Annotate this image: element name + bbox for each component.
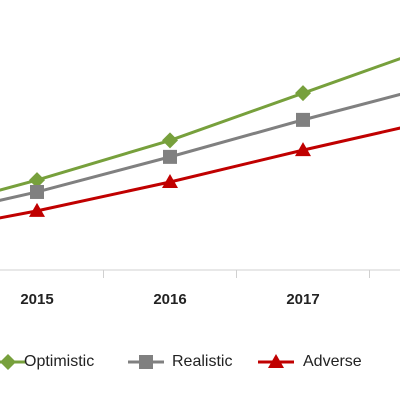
data-point (295, 142, 311, 157)
x-tick-label: 2016 (153, 291, 186, 308)
x-tick-label: 2015 (20, 291, 53, 308)
data-point (29, 202, 45, 217)
legend-label: Realistic (172, 353, 232, 370)
x-tick-label: 2017 (286, 291, 319, 308)
data-point (163, 149, 177, 164)
legend-marker (0, 354, 16, 370)
data-point (30, 184, 44, 199)
data-point (162, 173, 178, 188)
series-line (0, 126, 400, 220)
legend-marker (139, 355, 153, 369)
series-line (0, 92, 400, 202)
legend-label: Optimistic (24, 353, 94, 370)
series-line (0, 57, 400, 192)
data-point (162, 132, 178, 149)
data-point (29, 172, 45, 189)
legend-label: Adverse (303, 353, 362, 370)
data-point (295, 85, 311, 102)
data-point (296, 112, 310, 127)
legend-marker (268, 354, 284, 368)
